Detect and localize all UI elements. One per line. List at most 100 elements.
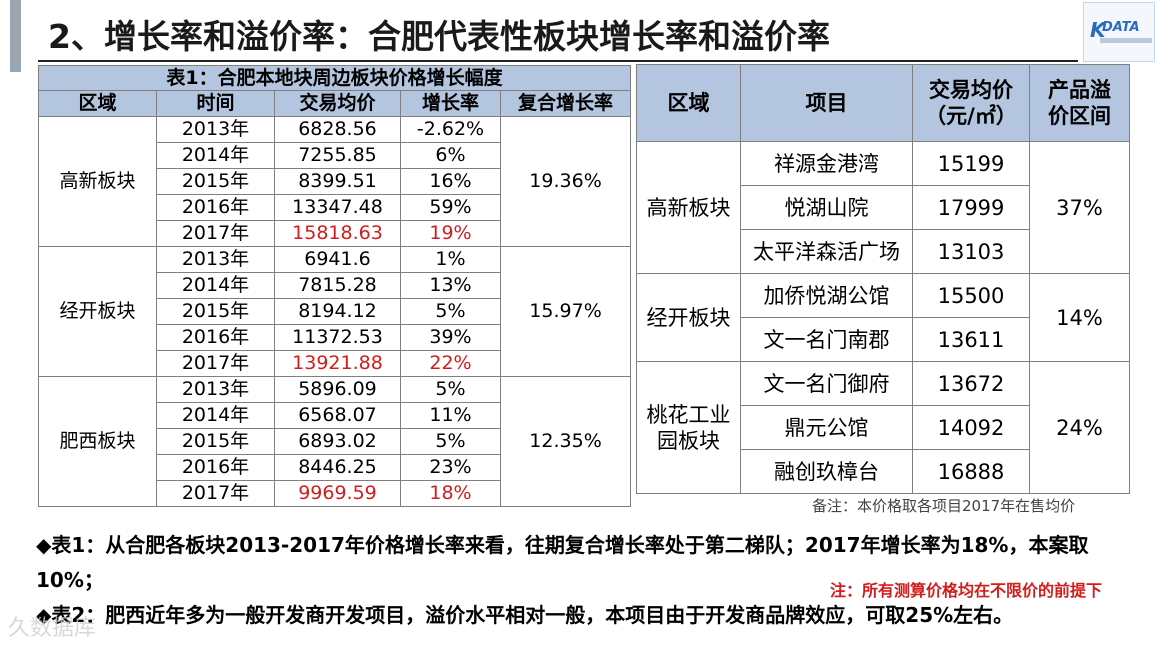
growth-cell: 6% — [400, 142, 501, 169]
price-cell: 7255.85 — [274, 142, 401, 169]
table1-caption: 表1：合肥本地块周边板块价格增长幅度 — [37, 65, 632, 91]
price-cell: 11372.53 — [274, 324, 401, 351]
year-cell: 2015年 — [156, 168, 275, 195]
price-cell: 8399.51 — [274, 168, 401, 195]
compound-growth-cell: 15.97% — [499, 246, 632, 377]
compound-growth-cell: 12.35% — [499, 376, 632, 507]
growth-cell: 23% — [400, 454, 501, 481]
price-cell: 5896.09 — [274, 376, 401, 403]
table2-header-region: 区域 — [636, 64, 741, 142]
price-cell: 6568.07 — [274, 402, 401, 429]
table1-header-growth: 增长率 — [400, 90, 501, 117]
year-cell: 2017年 — [156, 350, 275, 377]
growth-cell: 19% — [400, 220, 501, 247]
premium-range-cell: 24% — [1029, 361, 1130, 494]
table1-row: 2014年 7255.85 6% — [39, 142, 631, 169]
table1-row: 2017年 13921.88 22% — [39, 350, 631, 377]
year-cell: 2013年 — [156, 376, 275, 403]
table2-header-premium: 产品溢价区间 — [1029, 64, 1130, 142]
growth-cell: 5% — [400, 298, 501, 325]
price-cell: 16888 — [912, 449, 1030, 494]
price-cell: 15199 — [912, 141, 1030, 186]
growth-cell: 39% — [400, 324, 501, 351]
price-cell: 8194.12 — [274, 298, 401, 325]
price-cell: 15818.63 — [274, 220, 401, 247]
price-cell: 14092 — [912, 405, 1030, 450]
project-cell: 鼎元公馆 — [740, 405, 913, 450]
slide-side-bar — [10, 0, 21, 72]
kdata-logo: K DATA — [1083, 2, 1155, 62]
growth-cell: 5% — [400, 428, 501, 455]
table1-header-region: 区域 — [38, 90, 157, 117]
price-cell: 13103 — [912, 229, 1030, 274]
price-cell: 15500 — [912, 273, 1030, 318]
logo-mark: K — [1090, 18, 1106, 42]
region-cell: 高新板块 — [636, 141, 741, 274]
price-cell: 13672 — [912, 361, 1030, 406]
table1-row: 2016年 11372.53 39% — [39, 324, 631, 351]
region-cell: 高新板块 — [38, 116, 157, 247]
growth-cell: 11% — [400, 402, 501, 429]
price-cell: 7815.28 — [274, 272, 401, 299]
growth-cell: 59% — [400, 194, 501, 221]
table1-header-year: 时间 — [156, 90, 275, 117]
table2-header-project: 项目 — [740, 64, 913, 142]
price-assumption-note: 注：所有测算价格均在不限价的前提下 — [830, 581, 1103, 600]
year-cell: 2014年 — [156, 272, 275, 299]
table1-row: 高新板块 2013年 6828.56 -2.62% 19.36% — [38, 116, 632, 247]
year-cell: 2014年 — [156, 402, 275, 429]
price-growth-table: 表1：合肥本地块周边板块价格增长幅度 区域 时间 交易均价 增长率 复合增长率 … — [37, 65, 632, 507]
year-cell: 2015年 — [156, 298, 275, 325]
table2-row: 融创玖樟台 16888 — [637, 449, 1130, 494]
price-cell: 6893.02 — [274, 428, 401, 455]
table1-row: 经开板块 2013年 6941.6 1% 15.97% — [38, 246, 632, 377]
price-cell: 17999 — [912, 185, 1030, 230]
year-cell: 2013年 — [156, 116, 275, 143]
price-cell: 13921.88 — [274, 350, 401, 377]
project-cell: 文一名门南郡 — [740, 317, 913, 362]
logo-text: DATA — [1102, 20, 1140, 35]
growth-cell: 18% — [400, 480, 501, 507]
project-cell: 太平洋森活广场 — [740, 229, 913, 274]
growth-cell: 16% — [400, 168, 501, 195]
table1-header-compound: 复合增长率 — [499, 90, 632, 117]
title-divider — [38, 60, 1078, 62]
watermark: 久数据库 — [8, 616, 97, 641]
price-cell: 6941.6 — [274, 246, 401, 273]
slide-title: 2、增长率和溢价率：合肥代表性板块增长率和溢价率 — [48, 17, 830, 56]
premium-range-cell: 37% — [1029, 141, 1130, 274]
table1-row: 2015年 8194.12 5% — [39, 298, 631, 325]
year-cell: 2015年 — [156, 428, 275, 455]
table2-body: 高新板块 祥源金港湾 15199 37% 悦湖山院 17999 太平洋森活广场 13103 经开… — [636, 141, 1130, 494]
table1-row: 2015年 6893.02 5% — [39, 428, 631, 455]
table1-row: 2016年 8446.25 23% — [39, 454, 631, 481]
price-cell: 13611 — [912, 317, 1030, 362]
year-cell: 2013年 — [156, 246, 275, 273]
bullet-table2: ◆表2：肥西近年多为一般开发商开发项目，溢价水平相对一般，本项目由于开发商品牌效… — [36, 603, 1014, 627]
premium-range-cell: 14% — [1029, 273, 1130, 362]
table1-row: 2015年 8399.51 16% — [39, 168, 631, 195]
year-cell: 2016年 — [156, 454, 275, 481]
table1-row: 2014年 6568.07 11% — [39, 402, 631, 429]
table2-header-price: 交易均价（元/㎡） — [912, 64, 1030, 142]
table2-row: 悦湖山院 17999 — [637, 185, 1130, 230]
growth-cell: -2.62% — [400, 116, 501, 143]
bullet-table1: ◆表1：从合肥各板块2013-2017年价格增长率来看，往期复合增长率处于第二梯… — [36, 533, 1089, 592]
table1-body: 高新板块 2013年 6828.56 -2.62% 19.36% 2014年 7255.85… — [38, 116, 632, 507]
project-cell: 悦湖山院 — [740, 185, 913, 230]
table2-row: 太平洋森活广场 13103 — [637, 229, 1130, 274]
price-cell: 9969.59 — [274, 480, 401, 507]
table1-row: 肥西板块 2013年 5896.09 5% 12.35% — [38, 376, 632, 507]
year-cell: 2016年 — [156, 194, 275, 221]
logo-subtitle-bar — [1100, 38, 1152, 43]
table2-row: 经开板块 加侨悦湖公馆 15500 14% — [636, 273, 1130, 362]
year-cell: 2014年 — [156, 142, 275, 169]
year-cell: 2017年 — [156, 220, 275, 247]
year-cell: 2016年 — [156, 324, 275, 351]
table1-row: 2017年 15818.63 19% — [39, 220, 631, 247]
growth-cell: 13% — [400, 272, 501, 299]
growth-cell: 1% — [400, 246, 501, 273]
analysis-bullets: ◆表1：从合肥各板块2013-2017年价格增长率来看，往期复合增长率处于第二梯… — [36, 528, 1126, 633]
project-cell: 融创玖樟台 — [740, 449, 913, 494]
table1-row: 2017年 9969.59 18% — [39, 480, 631, 507]
